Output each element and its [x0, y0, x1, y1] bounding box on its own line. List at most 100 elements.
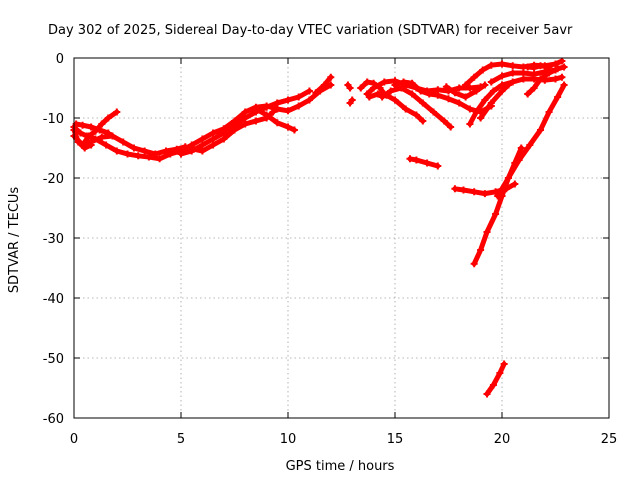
- series-arc-16: [391, 78, 495, 116]
- data-point: [273, 99, 281, 107]
- data-point: [558, 57, 566, 65]
- series-arc-27: [494, 81, 568, 200]
- data-point: [509, 69, 517, 77]
- data-point: [320, 81, 328, 89]
- data-point: [517, 144, 525, 152]
- data-point: [537, 62, 545, 70]
- data-point: [79, 121, 87, 129]
- data-point: [545, 63, 553, 71]
- data-point: [459, 186, 467, 194]
- data-point: [241, 120, 249, 128]
- data-point: [406, 155, 414, 163]
- series-line: [478, 82, 511, 121]
- data-point: [209, 129, 217, 137]
- data-point: [560, 81, 568, 89]
- data-point: [419, 117, 427, 125]
- data-point: [462, 81, 470, 89]
- data-point: [363, 78, 371, 86]
- series-arc-28: [483, 360, 508, 398]
- data-point: [552, 75, 559, 83]
- data-point: [545, 108, 553, 116]
- data-point: [530, 64, 538, 72]
- data-point: [252, 117, 260, 125]
- data-point: [498, 72, 506, 80]
- data-point: [391, 96, 399, 104]
- data-point: [423, 159, 431, 167]
- data-point: [312, 89, 320, 97]
- data-point: [119, 138, 127, 146]
- data-point: [554, 93, 562, 101]
- data-point: [188, 147, 196, 155]
- data-point: [284, 96, 292, 104]
- data-point: [81, 144, 89, 152]
- x-tick-label: 25: [601, 432, 618, 447]
- data-point: [402, 105, 410, 113]
- series-line: [495, 82, 567, 199]
- data-point: [85, 132, 93, 140]
- data-point: [430, 108, 438, 116]
- data-point: [87, 141, 95, 149]
- data-point: [290, 126, 298, 134]
- data-point: [113, 147, 121, 155]
- data-point: [451, 89, 459, 97]
- data-point: [269, 108, 277, 116]
- data-point: [387, 87, 395, 95]
- data-point: [173, 145, 181, 153]
- y-tick-label: -30: [43, 232, 64, 247]
- data-point: [346, 84, 354, 92]
- series-arc-17: [442, 81, 489, 101]
- data-point: [504, 81, 512, 89]
- data-point: [515, 156, 523, 164]
- x-tick-label: 0: [70, 432, 78, 447]
- data-point: [552, 60, 559, 68]
- y-tick-label: -60: [43, 412, 64, 427]
- data-point: [509, 62, 517, 70]
- data-point: [479, 66, 487, 74]
- data-point: [198, 135, 206, 143]
- data-point: [462, 93, 470, 101]
- x-tick-label: 20: [494, 432, 511, 447]
- data-point: [284, 123, 292, 131]
- data-point: [412, 156, 420, 164]
- data-point: [489, 381, 497, 389]
- y-tick-label: -40: [43, 292, 64, 307]
- x-axis-label: GPS time / hours: [286, 459, 395, 474]
- data-point: [74, 138, 82, 146]
- data-point: [220, 129, 228, 137]
- data-point: [487, 99, 495, 107]
- data-point: [470, 260, 478, 268]
- data-point: [434, 91, 442, 99]
- data-point: [455, 99, 463, 107]
- y-tick-labels: 0 -10 -20 -30 -40 -50 -60: [43, 52, 64, 427]
- plot-area-frame: [73, 57, 610, 419]
- series-arc-10: [344, 81, 354, 92]
- data-point: [198, 141, 206, 149]
- data-point: [241, 108, 249, 116]
- data-point: [380, 78, 388, 86]
- data-point: [472, 87, 480, 95]
- series-arc-11: [346, 96, 356, 107]
- grid-lines: [74, 58, 609, 418]
- data-point: [524, 90, 532, 98]
- chart-title: Day 302 of 2025, Sidereal Day-to-day VTE…: [48, 23, 573, 38]
- data-point: [209, 135, 217, 143]
- series-arc-24: [406, 155, 442, 170]
- data-point: [327, 81, 335, 89]
- data-point: [481, 190, 489, 198]
- data-point: [481, 81, 489, 89]
- series-arc-20: [477, 81, 512, 122]
- series-line: [274, 88, 312, 106]
- data-point: [273, 119, 281, 127]
- data-point: [440, 117, 448, 125]
- data-point: [451, 185, 459, 193]
- data-point: [545, 69, 553, 77]
- data-point: [442, 83, 450, 91]
- data-point: [295, 102, 303, 110]
- data-point: [487, 78, 495, 86]
- data-point: [526, 141, 534, 149]
- series-arc-15: [378, 84, 455, 131]
- data-point: [487, 61, 495, 69]
- data-point: [524, 63, 532, 71]
- data-point: [156, 155, 164, 163]
- data-point: [472, 108, 480, 116]
